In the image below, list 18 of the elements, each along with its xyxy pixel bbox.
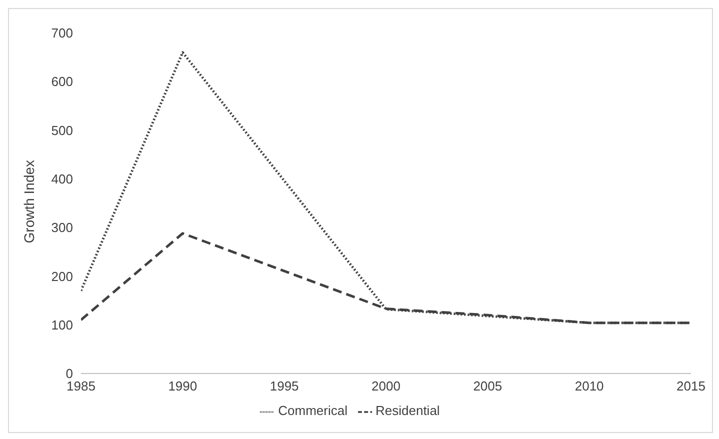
x-tick-label: 2000 xyxy=(372,378,400,394)
x-tick-label: 2010 xyxy=(574,378,604,394)
x-tick-label: 1990 xyxy=(168,378,198,394)
y-tick-label: 600 xyxy=(51,74,73,90)
y-tick-label: 700 xyxy=(51,26,73,41)
x-tick-label: 1995 xyxy=(270,378,299,394)
y-tick-label: 0 xyxy=(66,366,73,382)
y-axis-title: Growth Index xyxy=(20,160,37,244)
legend-label: Commerical xyxy=(278,403,348,418)
y-tick-label: 500 xyxy=(51,122,73,138)
y-tick-label: 100 xyxy=(51,317,73,332)
x-tick-label: 2015 xyxy=(676,378,706,394)
y-tick-label: 400 xyxy=(51,172,73,187)
y-tick-label: 200 xyxy=(51,268,73,284)
y-tick-label: 300 xyxy=(51,220,73,236)
x-tick-label: 1985 xyxy=(66,378,96,394)
legend-label: Residential xyxy=(376,403,440,418)
x-tick-label: 2005 xyxy=(473,378,502,394)
